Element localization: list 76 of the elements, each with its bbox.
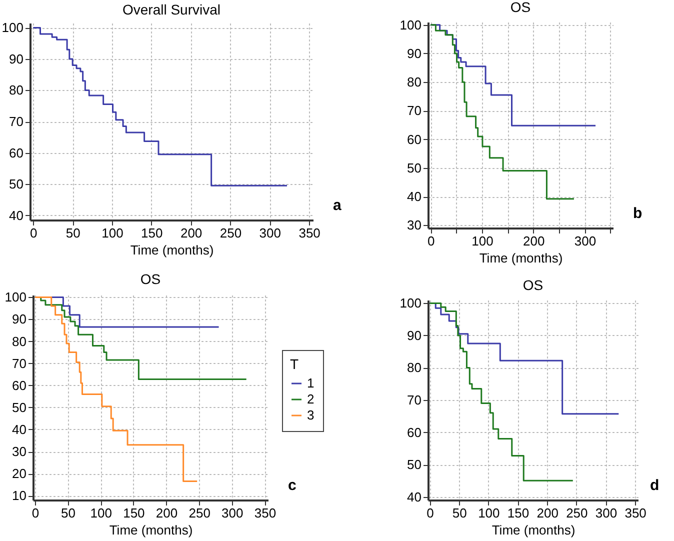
- x-tick-label: 200: [536, 506, 558, 520]
- x-tick-label: 100: [102, 226, 124, 240]
- legend-label: 2: [307, 392, 314, 406]
- legend-label: 3: [307, 408, 314, 422]
- y-tick-label: 90: [9, 51, 24, 66]
- x-tick-label: 150: [141, 226, 163, 240]
- chart-title: OS: [510, 0, 531, 15]
- y-tick-label: 100: [400, 17, 422, 32]
- y-tick-label: 40: [12, 422, 26, 437]
- y-tick-label: 20: [12, 466, 26, 482]
- x-tick-label: 350: [254, 506, 276, 520]
- legend-label: 1: [307, 376, 314, 390]
- x-tick-label: 0: [30, 226, 38, 240]
- y-tick-label: 70: [407, 392, 422, 408]
- x-tick-label: 300: [222, 506, 244, 520]
- y-tick-label: 40: [9, 208, 24, 223]
- y-tick-label: 100: [2, 20, 24, 36]
- y-tick-label: 40: [407, 189, 422, 204]
- y-tick-label: 80: [9, 82, 24, 98]
- y-tick-label: 10: [12, 488, 26, 504]
- x-tick-label: 50: [452, 506, 467, 520]
- y-tick-label: 100: [4, 290, 26, 305]
- y-tick-label: 70: [9, 114, 24, 129]
- x-tick-label: 200: [156, 506, 178, 520]
- text: a: [333, 197, 342, 214]
- chart-title: OS: [140, 271, 161, 288]
- x-tick-label: 250: [566, 506, 588, 520]
- y-tick-label: 70: [12, 356, 26, 371]
- y-tick-label: 80: [407, 360, 422, 376]
- y-tick-label: 80: [12, 334, 26, 349]
- x-axis-title: Time (months): [492, 522, 576, 538]
- y-tick-label: 100: [400, 296, 422, 311]
- x-tick-label: 150: [123, 506, 145, 520]
- text: b: [633, 205, 642, 222]
- y-tick-label: 60: [407, 132, 422, 147]
- y-tick-label: 60: [12, 378, 26, 393]
- x-tick-label: 0: [426, 506, 434, 520]
- y-tick-label: 80: [407, 74, 422, 90]
- y-tick-label: 30: [407, 218, 422, 233]
- x-tick-label: 300: [574, 234, 596, 248]
- x-tick-label: 0: [427, 234, 435, 248]
- y-tick-label: 90: [407, 328, 422, 343]
- x-tick-label: 150: [507, 506, 530, 520]
- chart-title: OS: [522, 277, 544, 294]
- x-tick-label: 100: [90, 506, 112, 520]
- text: d: [650, 477, 660, 494]
- x-tick-label: 300: [259, 226, 281, 240]
- y-tick-label: 50: [12, 400, 26, 415]
- x-axis-title: Time (months): [109, 522, 193, 538]
- chart-title: Overall Survival: [122, 2, 221, 18]
- y-tick-label: 90: [407, 46, 422, 61]
- y-tick-label: 50: [9, 176, 24, 192]
- y-tick-label: 50: [407, 457, 422, 472]
- x-tick-label: 0: [32, 506, 40, 520]
- x-axis-title: Time (months): [479, 250, 563, 266]
- x-tick-label: 200: [180, 226, 202, 240]
- x-tick-label: 350: [298, 226, 320, 240]
- y-tick-label: 70: [407, 103, 422, 118]
- x-tick-label: 300: [595, 506, 618, 520]
- x-tick-label: 100: [478, 506, 500, 520]
- x-axis-title: Time (months): [130, 242, 214, 258]
- text: c: [288, 477, 296, 494]
- x-tick-label: 250: [188, 506, 210, 520]
- legend-title: T: [290, 356, 299, 372]
- y-tick-label: 90: [12, 312, 26, 327]
- x-tick-label: 100: [472, 234, 494, 248]
- y-tick-label: 60: [9, 145, 24, 160]
- y-tick-label: 30: [12, 444, 26, 460]
- x-tick-label: 200: [522, 234, 545, 248]
- y-tick-label: 50: [407, 160, 422, 176]
- x-tick-label: 350: [624, 506, 646, 520]
- y-tick-label: 40: [407, 489, 422, 504]
- y-tick-label: 60: [407, 424, 422, 440]
- x-tick-label: 50: [61, 506, 76, 520]
- x-tick-label: 50: [66, 226, 80, 240]
- x-tick-label: 250: [220, 226, 242, 240]
